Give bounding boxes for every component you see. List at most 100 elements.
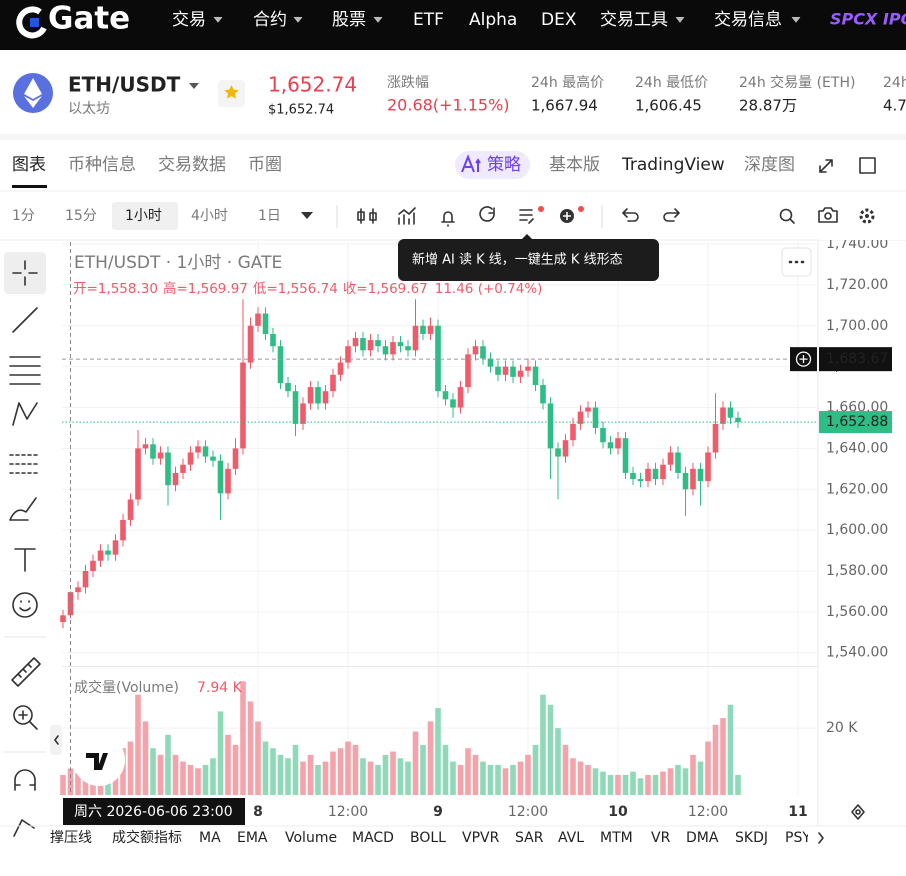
candle-body — [405, 346, 411, 351]
tab[interactable]: 基本版 — [549, 155, 600, 175]
indicator[interactable]: EMA — [237, 830, 268, 846]
zoom-tool[interactable] — [13, 705, 33, 725]
candle-body — [510, 366, 516, 377]
nav-item[interactable]: 股票 — [332, 10, 366, 30]
nav-item[interactable]: 交易信息 — [714, 10, 782, 30]
nav-item[interactable]: DEX — [541, 10, 577, 30]
nav-item[interactable]: 交易 — [172, 10, 206, 30]
interval[interactable]: 4小时 — [191, 208, 228, 224]
volume-bar — [322, 761, 329, 795]
indicator[interactable]: AVL — [558, 830, 584, 846]
indicator[interactable]: PSY — [785, 830, 811, 846]
interval[interactable]: 1小时 — [125, 208, 162, 224]
stat-value: 1,667.94 — [531, 97, 598, 115]
search-icon[interactable] — [779, 208, 793, 222]
candle-body — [735, 417, 741, 423]
collapse-button[interactable] — [50, 725, 62, 755]
nav-item[interactable]: 合约 — [253, 10, 287, 30]
candle-body — [682, 472, 689, 490]
alert-icon[interactable] — [441, 211, 455, 227]
candle-body — [637, 479, 644, 482]
nav-item[interactable]: ETF — [413, 10, 444, 30]
camera-icon[interactable] — [818, 207, 838, 223]
volume-bar — [487, 764, 494, 795]
coin-icon — [24, 78, 42, 108]
indicator-icon[interactable] — [398, 207, 416, 225]
candle-body — [127, 499, 134, 520]
line-tool[interactable] — [12, 307, 38, 333]
text-tool[interactable] — [14, 548, 36, 572]
volume-bar — [480, 761, 486, 795]
ai-kline-icon[interactable] — [519, 209, 534, 224]
indicator[interactable]: MTM — [600, 830, 633, 846]
indicator[interactable]: VR — [651, 830, 671, 846]
pattern-tool[interactable] — [12, 402, 38, 426]
candle-type-icon[interactable] — [357, 208, 377, 224]
indicator[interactable]: VPVR — [462, 830, 500, 846]
ohlc-value: 高=1,569.97 — [163, 280, 248, 297]
nav-bar — [0, 0, 906, 50]
nav-item[interactable]: Alpha — [469, 10, 517, 30]
volume-bar — [502, 768, 509, 795]
settings-icon[interactable] — [859, 208, 875, 224]
volume-bar — [75, 773, 81, 795]
nav-item[interactable]: 交易工具 — [600, 10, 668, 30]
candle-body — [300, 403, 306, 424]
volume-bar — [555, 728, 561, 795]
last-price-box — [819, 411, 892, 434]
candle-body — [615, 438, 621, 449]
indicator[interactable]: MA — [199, 830, 221, 846]
promo[interactable]: SPCX IPO — [830, 10, 906, 29]
volume-bar — [405, 761, 411, 795]
tab[interactable]: 深度图 — [744, 155, 795, 175]
add-alert-icon — [795, 351, 812, 367]
interval[interactable]: 1日 — [258, 208, 281, 224]
indicator[interactable]: BOLL — [410, 830, 446, 846]
candle-body — [277, 346, 284, 383]
crosshair-tool[interactable] — [12, 260, 38, 286]
indicator[interactable]: SKDJ — [735, 830, 768, 846]
indicator[interactable]: DMA — [686, 830, 719, 846]
tab[interactable]: 图表 — [12, 155, 46, 175]
tab[interactable]: TradingView — [621, 155, 725, 175]
tool-active[interactable] — [4, 252, 46, 294]
caret[interactable] — [301, 212, 313, 219]
ruler-tool[interactable] — [11, 657, 41, 687]
brush-tool[interactable] — [9, 497, 37, 521]
indicator[interactable]: Volume — [285, 830, 337, 846]
magnet-tool[interactable] — [14, 769, 36, 791]
indicator[interactable]: SAR — [515, 830, 544, 846]
interval[interactable]: 1分 — [12, 208, 35, 224]
replay-icon[interactable] — [479, 206, 495, 222]
candle-body — [67, 592, 74, 616]
tab[interactable]: 交易数据 — [158, 155, 226, 175]
candle-body — [600, 427, 606, 443]
fib-tool[interactable] — [9, 356, 41, 385]
scroll-right[interactable] — [818, 832, 824, 844]
ohlc-value: 收=1,569.67 — [343, 281, 428, 297]
indicator[interactable]: 成交额指标 — [112, 829, 182, 846]
interval[interactable]: 15分 — [65, 208, 97, 224]
emoji-tool[interactable] — [12, 592, 38, 618]
lock-tool[interactable] — [13, 819, 35, 837]
candle-body — [202, 446, 209, 457]
indicator[interactable]: 撑压线 — [50, 830, 92, 846]
interval-active[interactable] — [112, 202, 178, 230]
window-icon[interactable] — [859, 157, 876, 174]
undo-icon[interactable] — [622, 208, 639, 222]
volume-bar — [285, 758, 291, 795]
redo-icon[interactable] — [663, 208, 680, 222]
y-tick-label: 1,720.00 — [826, 277, 888, 293]
axis-settings[interactable] — [838, 798, 878, 826]
tab[interactable]: 币种信息 — [68, 155, 136, 175]
symbol[interactable]: ETH/USDT — [68, 73, 181, 97]
axis-settings-icon — [851, 804, 865, 820]
tab[interactable]: 策略 — [487, 155, 521, 175]
indicator[interactable]: MACD — [352, 830, 394, 846]
expand-icon[interactable] — [819, 159, 833, 173]
tab[interactable]: 币圈 — [248, 155, 282, 175]
volume-bar — [427, 721, 434, 795]
projection-tool[interactable] — [9, 454, 41, 474]
logo[interactable]: Gate — [48, 1, 130, 37]
candle-body — [585, 407, 591, 412]
